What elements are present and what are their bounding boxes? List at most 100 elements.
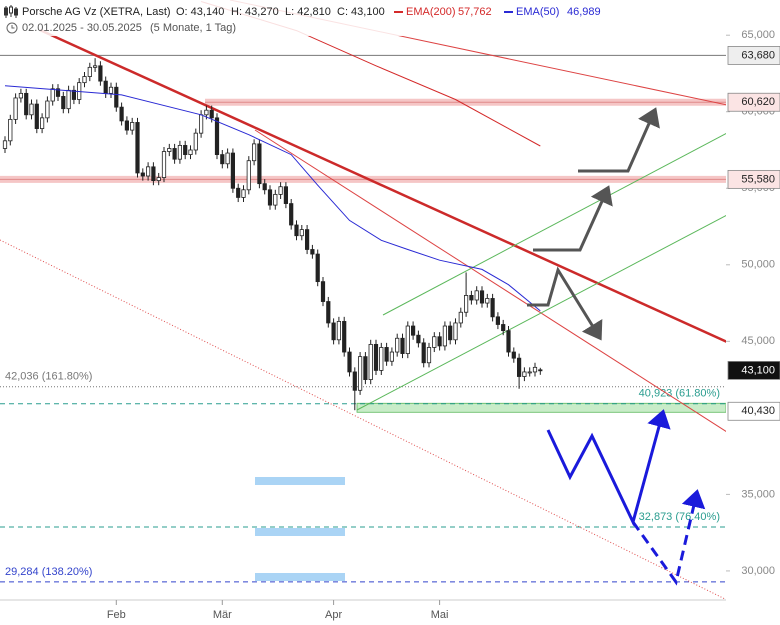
legend-label: EMA(50) (516, 6, 559, 18)
candle-body (50, 88, 55, 102)
candle-body (273, 193, 278, 206)
candle-body (2, 140, 8, 149)
candle-body (251, 143, 257, 162)
zone (255, 573, 345, 581)
fib-label: 29,284 (138.20%) (5, 566, 92, 578)
candle-body (156, 177, 161, 182)
candle-body (87, 66, 92, 77)
price-tag (727, 169, 780, 189)
ohlc: O: 43,140 (176, 6, 224, 18)
legend-value: 57,762 (458, 6, 492, 18)
y-tick-label: 30,000 (741, 565, 775, 577)
candle-body (135, 122, 140, 174)
header: Porsche AG Vz (XETRA, Last) O: 43,140 H:… (0, 0, 620, 36)
candle-body (342, 321, 347, 353)
price-tag-label: 55,580 (741, 173, 775, 185)
price-tag (727, 46, 780, 65)
levels: 42,036 (161.80%) 40,923 (61.80%) 32,873 (7… (0, 54, 726, 583)
candle-body (119, 106, 124, 122)
candle-body (304, 229, 310, 250)
price-tag-label: 40,430 (741, 405, 775, 417)
candle-body (98, 65, 103, 82)
candle-body (395, 337, 400, 353)
candle-body (140, 172, 145, 177)
candle-body (167, 148, 172, 152)
fib-label: 40,923 (61.80%) (639, 388, 720, 400)
candle-body (326, 301, 331, 324)
candle-body (294, 224, 299, 237)
candle-body (410, 325, 416, 336)
trend-line (254, 129, 726, 432)
candle-body (193, 132, 198, 151)
candle-body (373, 343, 379, 371)
candle-body (209, 109, 214, 119)
candle-body (421, 342, 426, 364)
x-tick-label: Mär (213, 609, 232, 621)
candle-body (130, 122, 135, 131)
price-tag (727, 401, 780, 421)
x-tick-label: Mai (431, 609, 449, 621)
annotations (0, 0, 726, 600)
candle-body (230, 152, 235, 189)
ohlc: H: 43,270 (231, 6, 279, 18)
candle-body (13, 97, 18, 120)
header-bg (0, 0, 620, 36)
candle-body (474, 290, 479, 301)
candle-body (198, 114, 204, 134)
candles (2, 58, 543, 411)
candle-body (66, 89, 71, 110)
y-tick-label: 50,000 (741, 259, 775, 271)
candle-body (151, 166, 156, 182)
candle-body (55, 88, 61, 97)
candle-body (485, 298, 490, 304)
candle-body (236, 187, 241, 198)
x-tick-label: Apr (325, 609, 342, 621)
arrow (533, 185, 613, 252)
candle-body (214, 117, 220, 155)
trend-line (39, 28, 726, 343)
candle-body (400, 337, 405, 354)
arrow (527, 266, 603, 341)
scenario-arrows (527, 107, 706, 586)
candle-body (103, 80, 108, 94)
candle-body (437, 336, 442, 347)
fib-label: 42,036 (161.80%) (5, 371, 92, 383)
price-tag-label: 63,680 (741, 49, 775, 61)
clock-icon (11, 25, 15, 29)
candle-body (432, 336, 437, 348)
candle-body (61, 96, 66, 110)
candle-body (336, 321, 342, 341)
candle-body (442, 325, 448, 347)
candle-body (71, 89, 76, 100)
trend-line (0, 239, 726, 600)
candle-body (40, 117, 45, 129)
candle-body (405, 325, 410, 354)
candle-body (379, 347, 384, 371)
candle-body (479, 290, 485, 304)
candle-body (24, 92, 29, 116)
candle-body (506, 330, 511, 353)
candle-body (177, 145, 182, 160)
candle-body (527, 371, 532, 374)
candle-body (172, 148, 177, 160)
clock-icon (6, 22, 18, 34)
candle-body (495, 316, 501, 325)
period: 02.01.2025 - 30.05.2025 (22, 22, 142, 34)
title: Porsche AG Vz (XETRA, Last) (22, 6, 171, 18)
candle-body (389, 351, 395, 362)
candle-body (299, 229, 304, 237)
candle-body (469, 295, 474, 301)
icon (4, 5, 18, 18)
candle-body (357, 356, 363, 391)
indicators (4, 1, 541, 312)
ohlc: L: 42,810 (285, 6, 331, 18)
x-tick-label: Feb (107, 609, 126, 621)
fib-label: 32,873 (76.40%) (639, 511, 720, 523)
axes: 30,00035,00045,00050,00055,00060,00065,0… (107, 29, 775, 621)
candle-body (453, 322, 458, 341)
ohlc: C: 43,100 (337, 6, 385, 18)
candle-body (532, 366, 538, 373)
price-tags: 63,680 60,620 55,580 43,100 40,430 (727, 46, 780, 421)
legend-value: 46,989 (567, 6, 601, 18)
